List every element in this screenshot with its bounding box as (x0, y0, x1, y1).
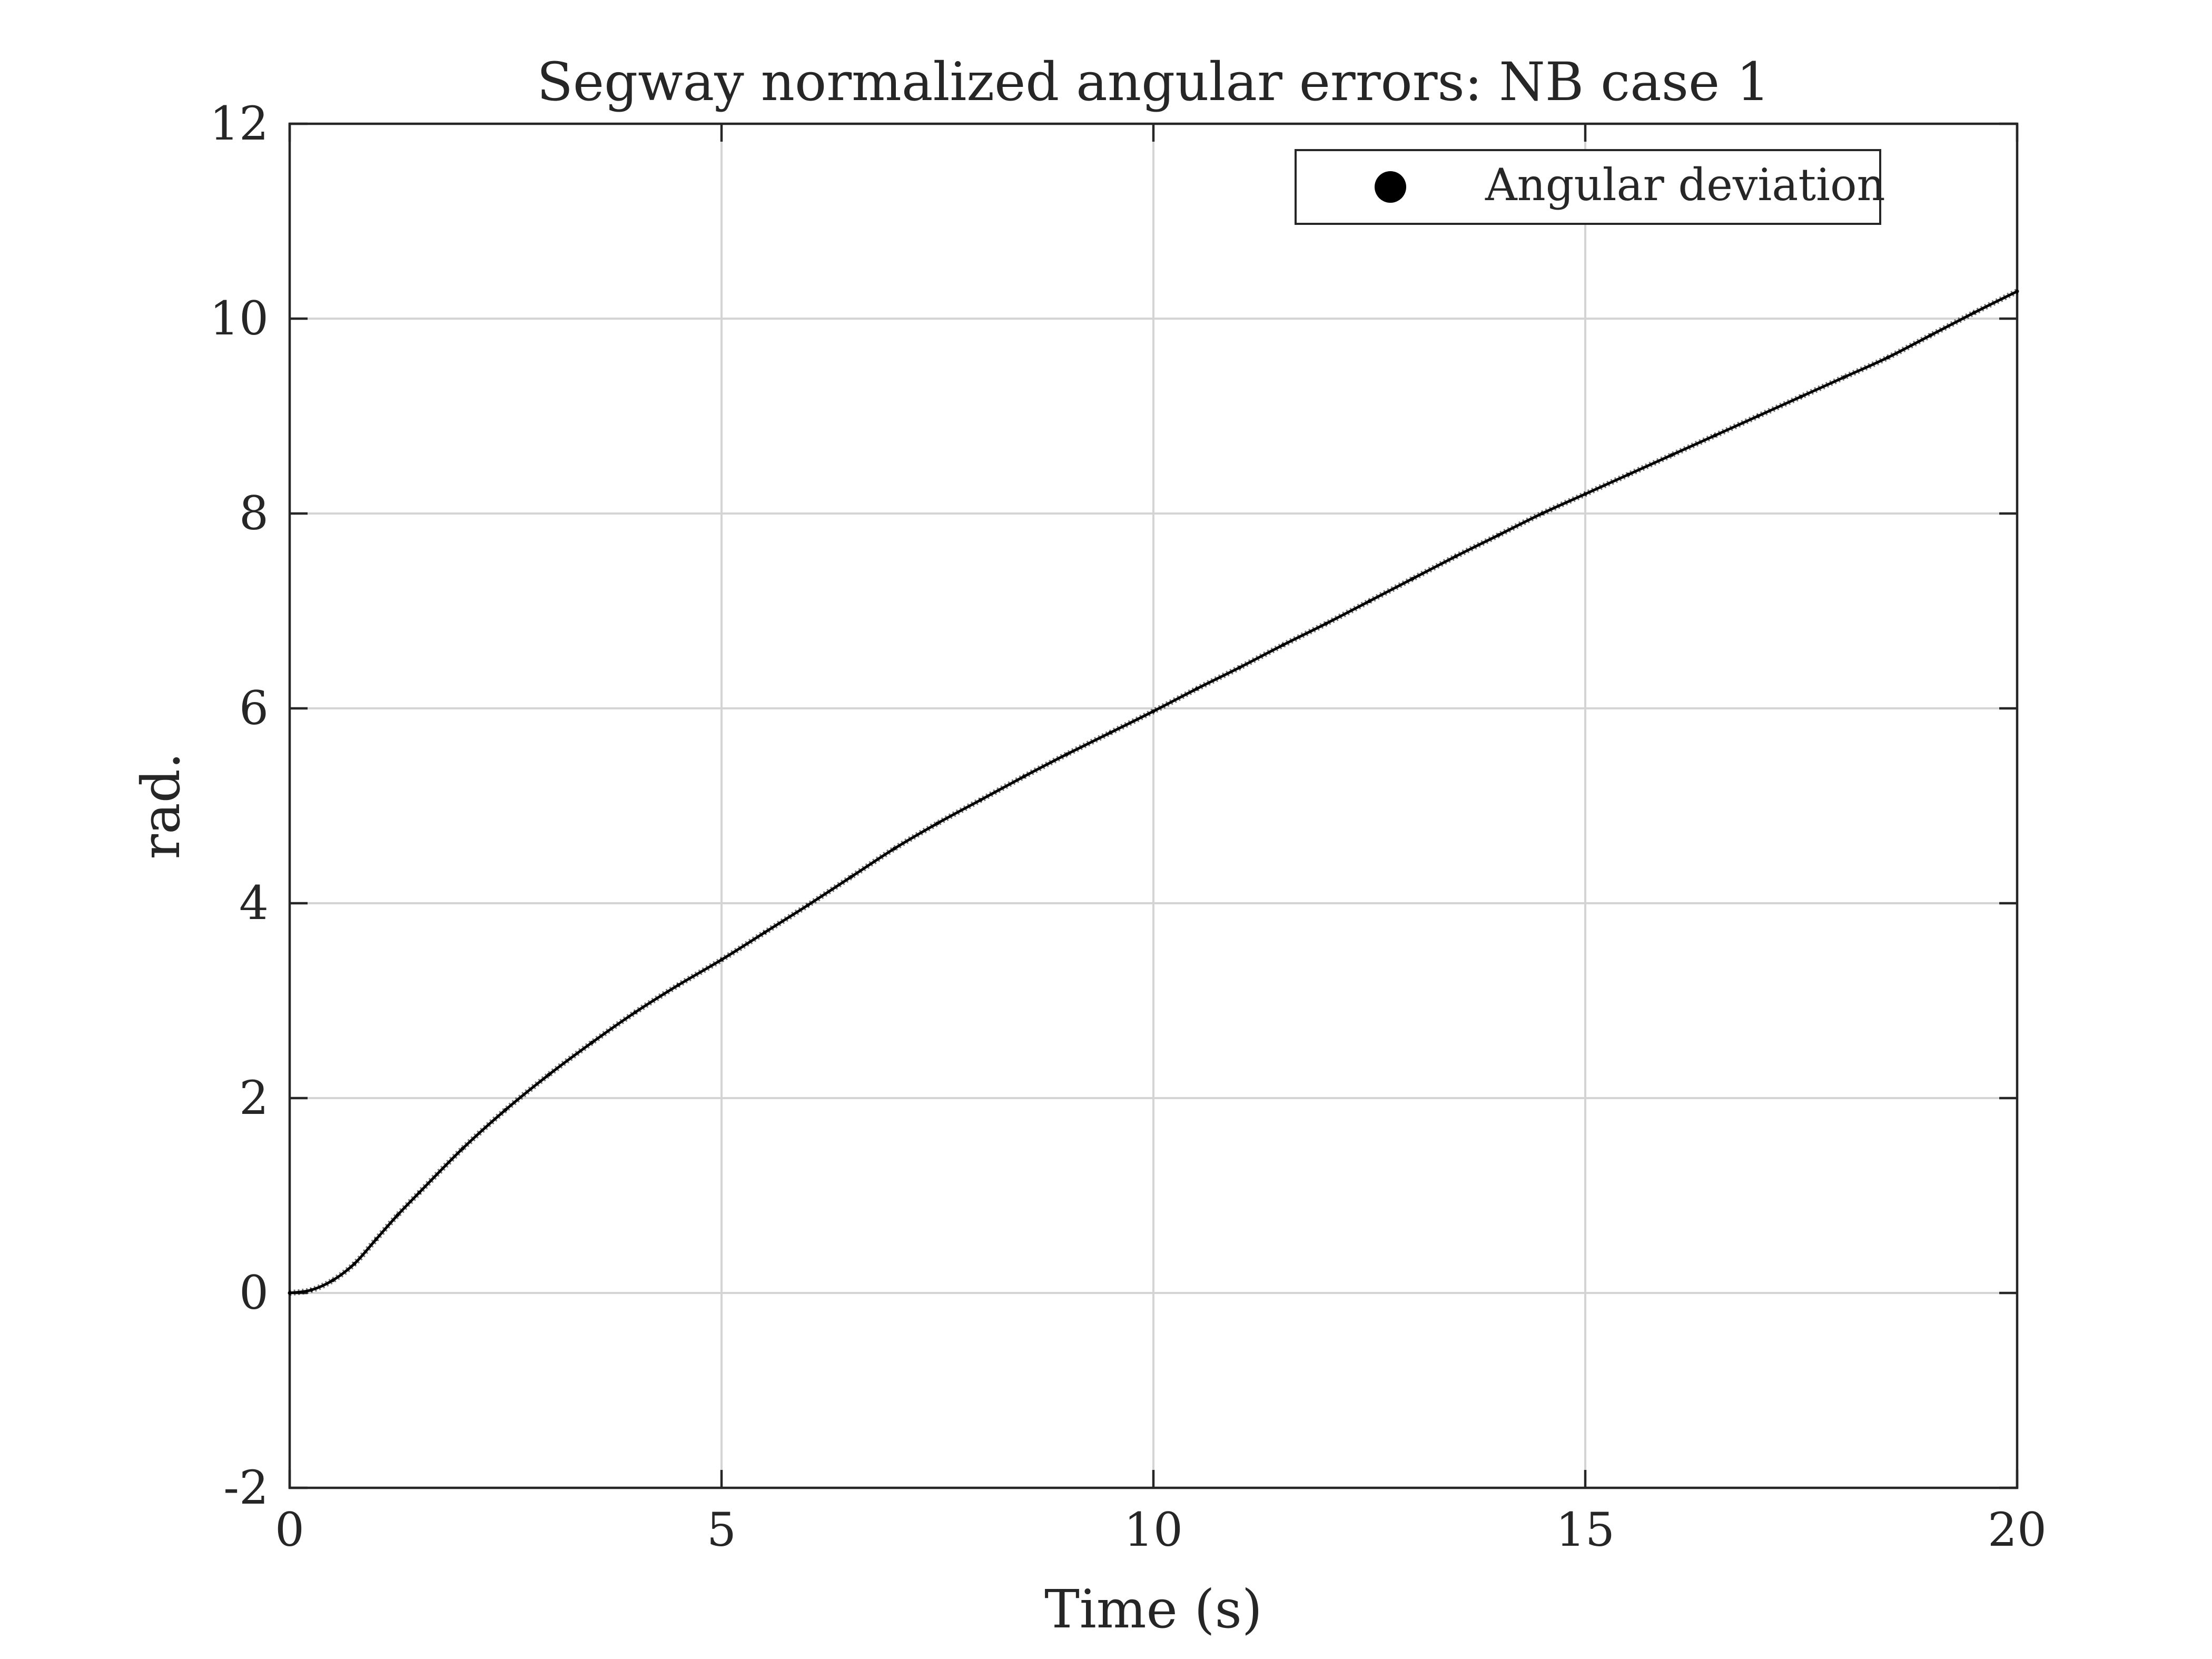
data-point (892, 846, 896, 851)
data-point (979, 798, 983, 802)
data-point (1540, 511, 1544, 516)
data-point (1065, 752, 1069, 756)
data-point (1194, 687, 1199, 691)
y-tick-label: 6 (239, 681, 269, 735)
y-tick-label: 2 (239, 1071, 269, 1125)
x-tick-label: 10 (1124, 1503, 1183, 1557)
y-tick-label: 0 (239, 1266, 269, 1320)
data-point (763, 931, 767, 934)
y-axis-label: rad. (130, 752, 192, 859)
data-point (676, 983, 680, 987)
data-point (935, 821, 940, 825)
data-point (396, 1213, 400, 1217)
data-point (460, 1147, 465, 1151)
y-tick-label: -2 (223, 1460, 269, 1515)
data-point (1583, 492, 1587, 496)
data-point (1799, 394, 1803, 399)
x-tick-label: 15 (1556, 1503, 1615, 1557)
data-point (1626, 472, 1631, 477)
x-tick-label: 20 (1988, 1503, 2047, 1557)
data-point (1108, 730, 1112, 735)
data-point (352, 1262, 357, 1266)
data-point (417, 1190, 421, 1194)
data-point (1972, 311, 1976, 315)
y-tick-label: 12 (210, 96, 269, 151)
legend-label: Angular deviation (1485, 159, 1885, 211)
data-point (309, 1288, 313, 1292)
data-point (806, 903, 810, 907)
data-point (1929, 333, 1933, 337)
data-point (288, 1291, 292, 1295)
data-point (2015, 289, 2019, 293)
data-point (1238, 665, 1242, 669)
data-point (719, 957, 724, 962)
data-point (633, 1010, 637, 1014)
data-point (1410, 577, 1415, 581)
x-axis-label: Time (s) (1044, 1578, 1262, 1640)
x-tick-label: 5 (707, 1503, 736, 1557)
data-point (849, 875, 853, 879)
y-tick-label: 8 (239, 486, 269, 540)
chart-title: Segway normalized angular errors: NB cas… (537, 51, 1770, 113)
data-point (503, 1108, 508, 1112)
data-point (1281, 643, 1285, 647)
data-point (1756, 414, 1760, 418)
x-tick-label: 0 (275, 1503, 304, 1557)
data-point (1454, 554, 1458, 558)
legend: Angular deviation (1295, 149, 1885, 225)
data-point (1151, 709, 1156, 714)
data-point (1022, 775, 1026, 778)
data-point (1885, 355, 1890, 360)
data-point (1713, 433, 1717, 438)
data-point (590, 1041, 594, 1045)
data-point (1670, 453, 1674, 457)
data-point (331, 1278, 335, 1282)
data-point (1367, 599, 1371, 603)
legend-marker (1375, 171, 1406, 203)
data-point (1324, 621, 1328, 626)
data-point (374, 1237, 378, 1241)
y-tick-label: 10 (210, 291, 269, 345)
y-tick-label: 4 (239, 876, 269, 930)
data-point (1497, 533, 1501, 537)
data-point (547, 1073, 551, 1077)
data-point (1842, 375, 1846, 379)
